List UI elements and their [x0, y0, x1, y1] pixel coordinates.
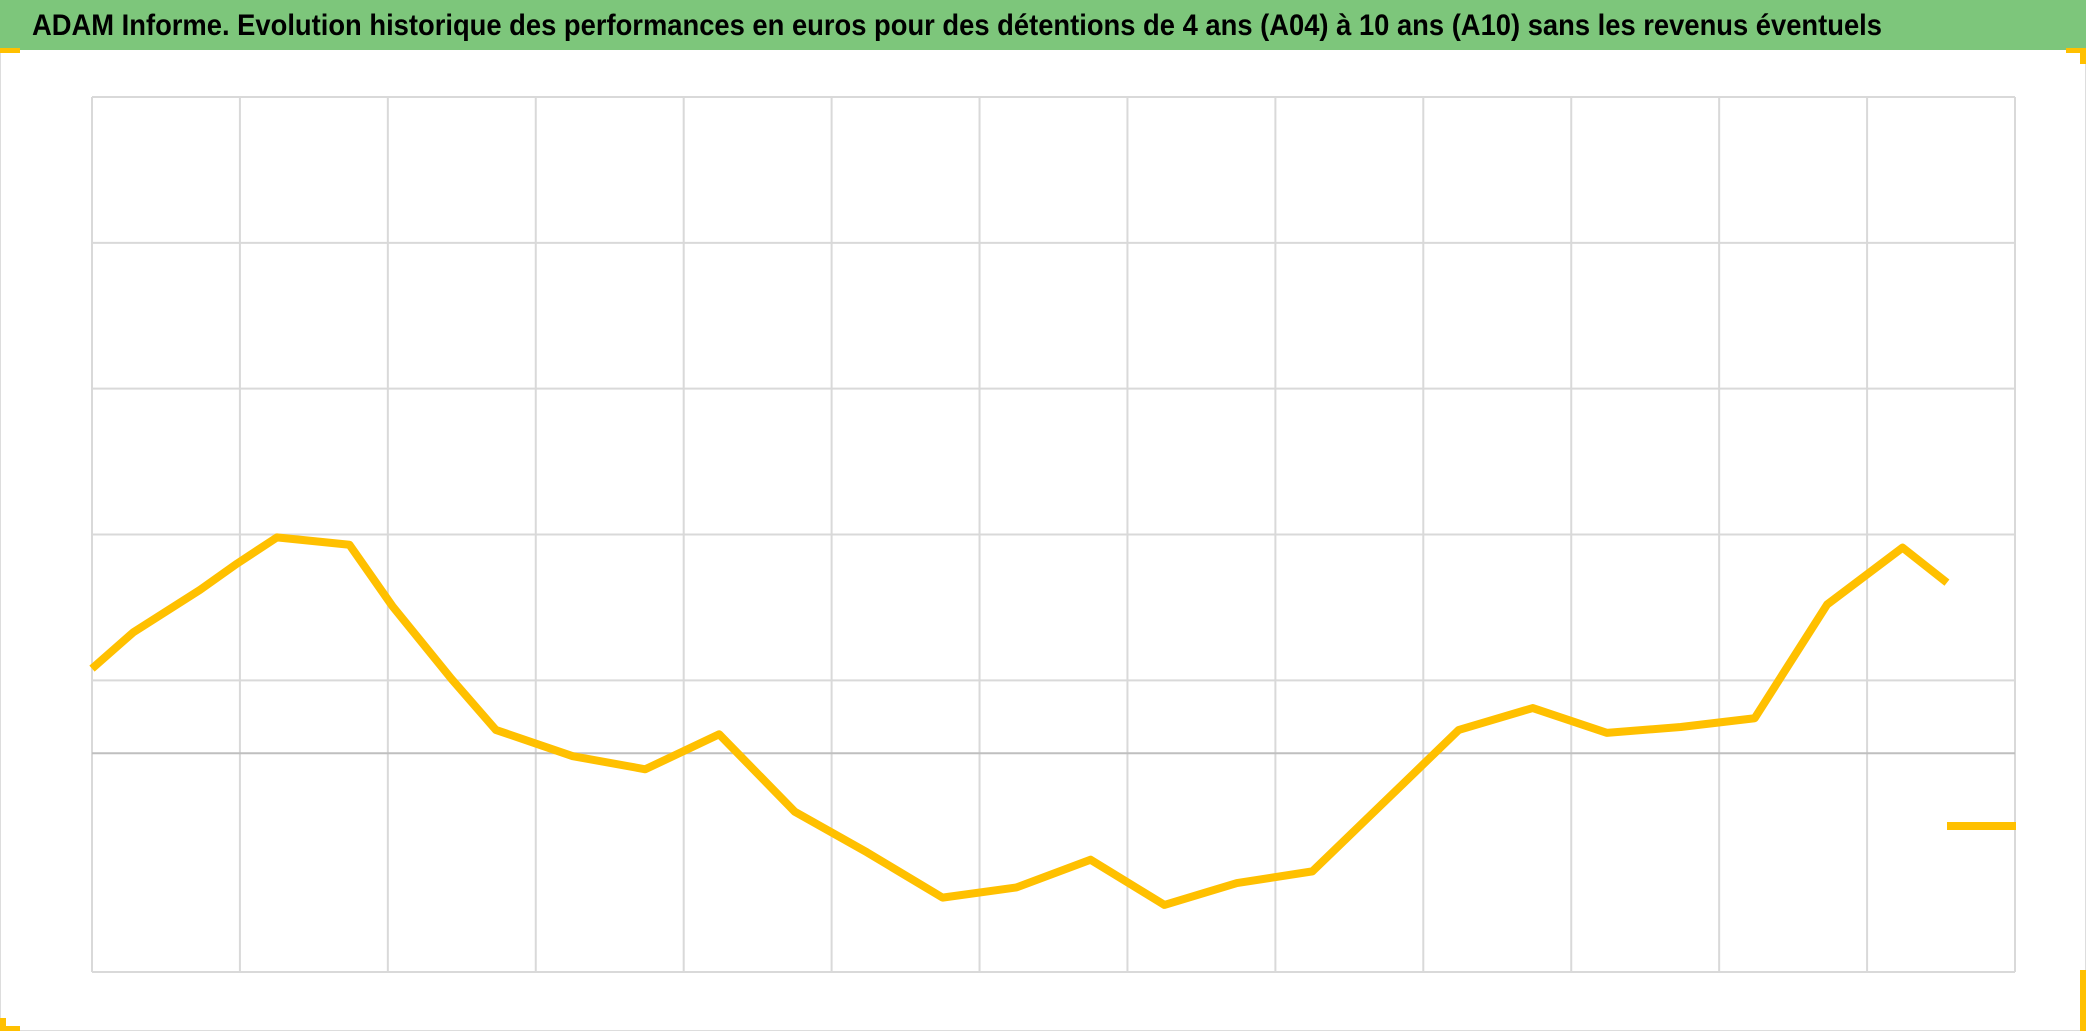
series-line	[89, 533, 1950, 909]
title-bar	[0, 0, 2086, 50]
chart-title: ADAM Informe. Evolution historique des p…	[32, 9, 1882, 42]
selection-handles	[0, 48, 2086, 1031]
